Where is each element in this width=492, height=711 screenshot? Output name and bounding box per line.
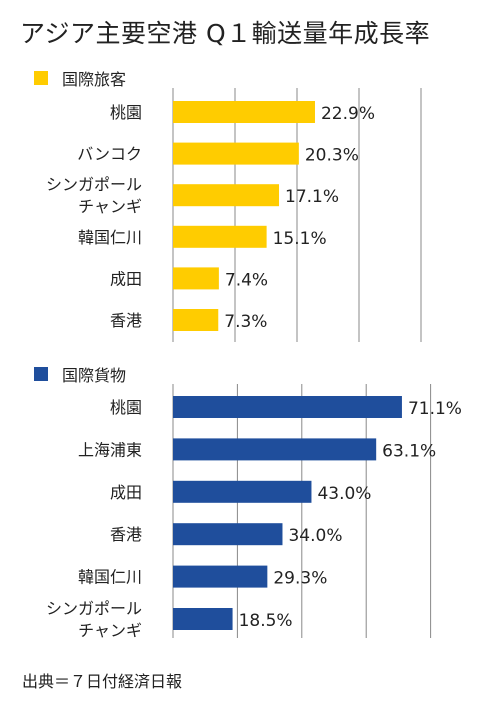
category-label-cargo: 成田 [110,483,142,502]
legend-label-passenger: 国際旅客 [62,70,127,89]
value-label-passenger: 20.3% [305,146,359,166]
category-label-cargo: 上海浦東 [78,440,142,459]
value-label-cargo: 71.1% [408,399,462,419]
bar-passenger [173,225,267,248]
bar-passenger [173,309,219,331]
bar-cargo [173,565,268,588]
category-label-passenger: チャンギ [78,197,142,216]
category-label-passenger: シンガポール [46,175,142,194]
category-label-cargo: 香港 [110,525,142,544]
value-label-passenger: 22.9% [321,104,375,124]
category-label-passenger: 香港 [110,311,142,330]
legend-label-cargo: 国際貨物 [62,366,127,385]
bar-passenger [173,101,315,123]
bar-passenger [173,184,280,207]
category-label-passenger: バンコク [77,145,142,164]
value-label-cargo: 29.3% [273,569,327,589]
chart-title: アジア主要空港 Q１輸送量年成長率 [20,19,431,48]
legend-cargo: 国際貨物 [34,362,126,386]
category-label-passenger: 桃園 [110,103,142,122]
category-label-passenger: 韓国仁川 [78,228,142,247]
value-label-passenger: 15.1% [273,229,327,249]
category-label-cargo: 桃園 [110,398,142,417]
value-label-cargo: 34.0% [288,526,342,546]
category-label-cargo: チャンギ [78,621,142,640]
bar-cargo [173,480,312,503]
value-label-cargo: 18.5% [239,611,293,631]
source-note: 出典＝７日付経済日報 [22,672,183,691]
value-label-passenger: 17.1% [285,187,339,207]
category-label-cargo: シンガポール [46,599,142,618]
category-label-cargo: 韓国仁川 [78,568,142,587]
bar-passenger [173,267,219,290]
category-label-passenger: 成田 [110,269,142,288]
value-label-cargo: 43.0% [317,484,371,504]
value-label-passenger: 7.3% [224,312,267,332]
bar-cargo [173,608,233,630]
legend-passenger: 国際旅客 [34,66,126,90]
legend-swatch-passenger [34,71,48,85]
bar-cargo [173,523,283,546]
legend-swatch-cargo [34,367,48,381]
bar-cargo [173,438,377,461]
bar-passenger [173,142,299,165]
value-label-cargo: 63.1% [382,441,436,461]
value-label-passenger: 7.4% [225,270,268,290]
bar-cargo [173,396,402,418]
